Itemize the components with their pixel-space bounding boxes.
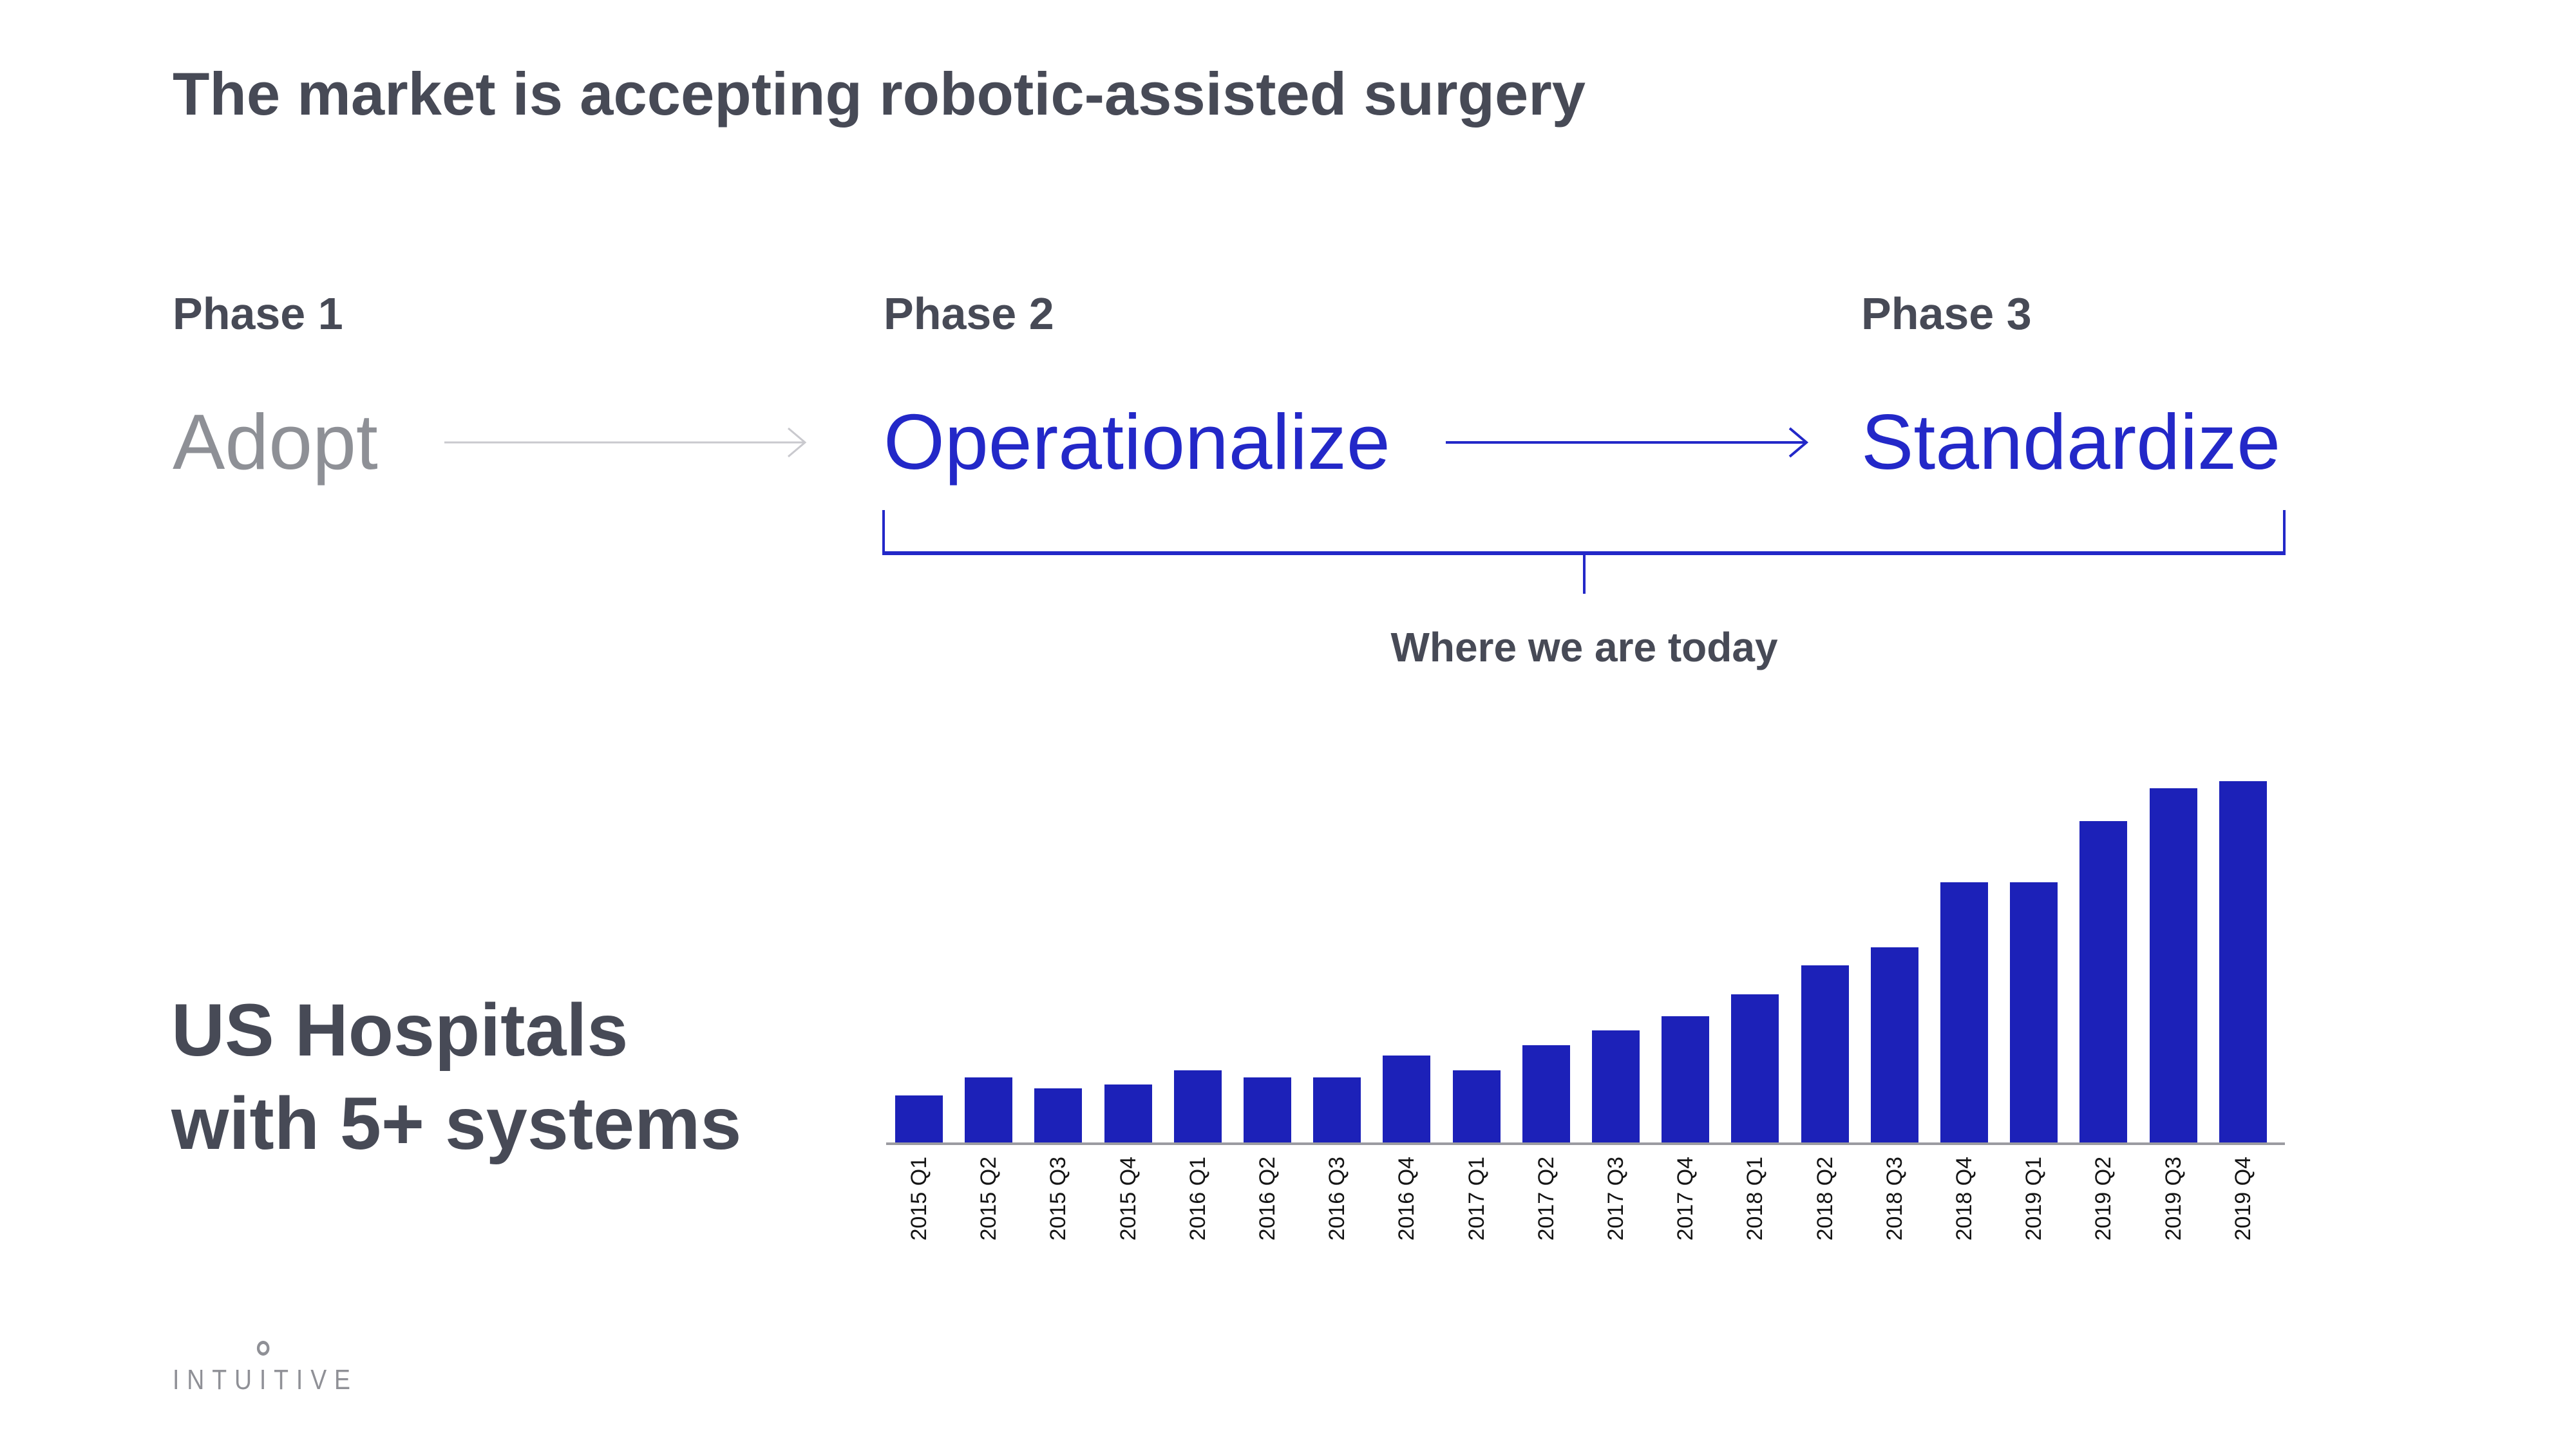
bar [895, 1095, 943, 1142]
phase-2-label: Phase 2 [884, 289, 1054, 339]
bar [1870, 947, 1918, 1142]
chart-caption-line2: with 5+ systems [171, 1083, 742, 1165]
logo-prefix: INTU [173, 1364, 260, 1396]
bar [965, 1077, 1013, 1142]
chart-caption: US Hospitals with 5+ systems [171, 984, 741, 1171]
phase-1: Phase 1 Adopt [173, 291, 378, 481]
phase-3-label: Phase 3 [1861, 289, 2032, 339]
bar [1313, 1077, 1361, 1142]
phase-2: Phase 2 Operationalize [884, 291, 1390, 481]
bar [1592, 1030, 1640, 1142]
bar [1801, 965, 1849, 1142]
phase2-to-phase3-arrow-icon [1446, 427, 1809, 458]
x-axis-label: 2019 Q1 [2022, 1157, 2047, 1241]
bracket-stem [1583, 555, 1586, 594]
x-axis-label: 2016 Q1 [1185, 1157, 1210, 1241]
bar-series [895, 781, 2267, 1142]
slide-title: The market is accepting robotic-assisted… [173, 60, 1586, 128]
x-axis-label: 2017 Q3 [1604, 1157, 1629, 1241]
bar [1940, 882, 1989, 1142]
x-axis-label: 2016 Q4 [1394, 1157, 1419, 1241]
x-axis-label: 2015 Q2 [976, 1157, 1001, 1241]
bar [1731, 994, 1779, 1142]
x-axis-label: 2017 Q2 [1533, 1157, 1558, 1241]
bracket-caption: Where we are today [1390, 624, 1778, 670]
x-axis-label: 2018 Q1 [1743, 1157, 1768, 1241]
bar [1522, 1045, 1570, 1142]
x-axis-label: 2018 Q2 [1812, 1157, 1837, 1241]
bar [2219, 781, 2267, 1142]
x-axis-label: 2018 Q3 [1882, 1157, 1907, 1241]
phase-1-word: Adopt [173, 398, 378, 486]
x-axis-line [886, 1142, 2285, 1145]
x-axis-label: 2019 Q2 [2091, 1157, 2116, 1241]
x-axis-label: 2018 Q4 [1952, 1157, 1977, 1241]
bar [1662, 1016, 1710, 1142]
x-axis-labels: 2015 Q1 2015 Q2 2015 Q3 2015 Q4 2016 Q1 2016 … [895, 1157, 2267, 1240]
phase-1-label: Phase 1 [173, 289, 343, 339]
bar [2079, 821, 2128, 1142]
bar [2149, 788, 2197, 1142]
x-axis-label: 2016 Q2 [1255, 1157, 1280, 1241]
x-axis-label: 2015 Q3 [1046, 1157, 1071, 1241]
phase-2-3-bracket [882, 510, 2286, 555]
bar [1452, 1070, 1501, 1142]
x-axis-label: 2015 Q4 [1115, 1157, 1141, 1241]
logo-suffix: TIVE [274, 1364, 358, 1396]
x-axis-label: 2016 Q3 [1325, 1157, 1350, 1241]
bar [1104, 1084, 1152, 1142]
logo-ring-letter: I [259, 1364, 274, 1396]
x-axis-label: 2019 Q3 [2161, 1157, 2186, 1241]
bar [1173, 1070, 1222, 1142]
bar [1383, 1056, 1431, 1142]
phase-2-word: Operationalize [884, 398, 1390, 486]
logo-ring-icon [256, 1341, 270, 1356]
phase-3-word: Standardize [1861, 398, 2281, 486]
phase-3: Phase 3 Standardize [1861, 291, 2280, 481]
x-axis-label: 2017 Q1 [1464, 1157, 1489, 1241]
x-axis-label: 2017 Q4 [1673, 1157, 1698, 1241]
intuitive-logo: INTU ITIVE [173, 1341, 358, 1396]
bar [1034, 1088, 1083, 1142]
x-axis-label: 2019 Q4 [2230, 1157, 2255, 1241]
bar [2010, 882, 2058, 1142]
chart-caption-line1: US Hospitals [171, 989, 629, 1072]
x-axis-label: 2015 Q1 [907, 1157, 931, 1241]
bar [1244, 1077, 1292, 1142]
phase1-to-phase2-arrow-icon [444, 427, 807, 458]
